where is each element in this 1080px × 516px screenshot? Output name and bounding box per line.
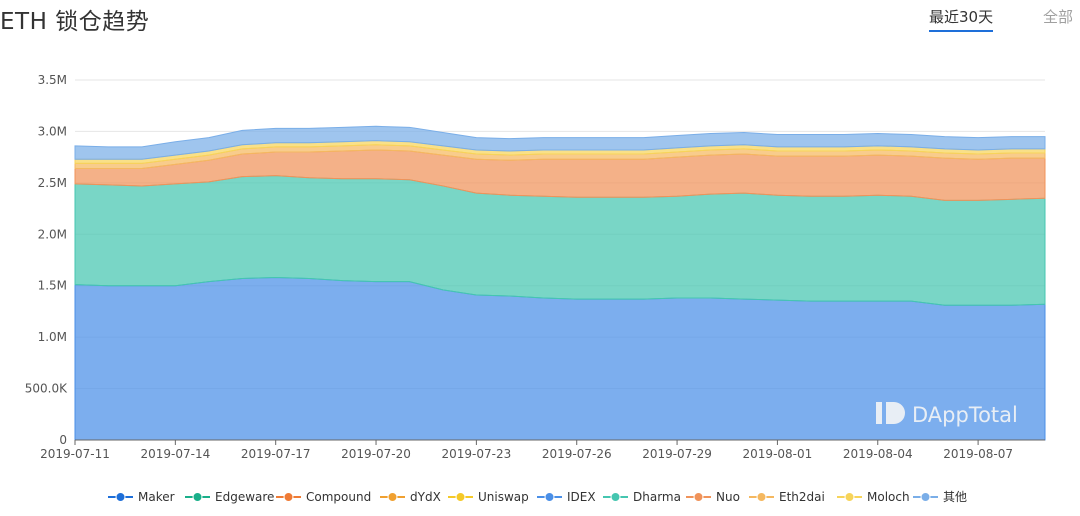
legend-marker — [544, 492, 555, 502]
y-tick-label: 2.5M — [38, 176, 67, 190]
y-axis: 0 500.0K 1.0M 1.5M 2.0M 2.5M 3.0M 3.5M — [25, 73, 68, 447]
tab-all[interactable]: 全部 — [1043, 8, 1074, 26]
x-tick-label: 2019-08-07 — [943, 447, 1013, 461]
legend-label: IDEX — [567, 490, 596, 504]
legend-item-Maker[interactable]: Maker — [108, 490, 175, 504]
legend-label: Dharma — [633, 490, 681, 504]
y-tick-label: 1.5M — [38, 279, 67, 293]
legend-marker — [920, 492, 931, 502]
legend-item-其他[interactable]: 其他 — [913, 490, 967, 504]
legend-label: Nuo — [716, 490, 740, 504]
legend-marker — [693, 492, 704, 502]
legend-item-IDEX[interactable]: IDEX — [537, 490, 596, 504]
legend-item-Moloch[interactable]: Moloch — [837, 490, 910, 504]
x-axis: 2019-07-11 2019-07-14 2019-07-17 2019-07-20… — [40, 439, 1045, 461]
x-tick-label: 2019-08-04 — [843, 447, 913, 461]
page-title: ETH 锁仓趋势 — [0, 9, 150, 35]
legend-label: Moloch — [867, 490, 910, 504]
legend-item-Eth2dai[interactable]: Eth2dai — [749, 490, 825, 504]
tab-last-30-days[interactable]: 最近30天 — [929, 8, 994, 32]
x-tick-label: 2019-07-29 — [642, 447, 712, 461]
legend-label: Compound — [306, 490, 371, 504]
x-tick-label: 2019-07-14 — [140, 447, 210, 461]
legend-label: Uniswap — [478, 490, 529, 504]
x-tick-label: 2019-07-17 — [241, 447, 311, 461]
watermark-logo-icon — [876, 402, 905, 424]
legend-item-dYdX[interactable]: dYdX — [380, 490, 441, 504]
y-tick-label: 3.5M — [38, 73, 67, 87]
legend-label: Eth2dai — [779, 490, 825, 504]
legend-marker — [192, 492, 203, 502]
chart-legend: Maker Edgeware Compound dYdX Uniswap IDEX Dhar… — [108, 490, 967, 504]
y-tick-label: 3.0M — [38, 124, 67, 138]
x-tick-label: 2019-07-23 — [442, 447, 512, 461]
area-series-其他[interactable] — [74, 125, 1046, 160]
legend-label: Maker — [138, 490, 175, 504]
legend-label: 其他 — [943, 490, 967, 504]
legend-item-Nuo[interactable]: Nuo — [686, 490, 740, 504]
legend-item-Edgeware[interactable]: Edgeware — [185, 490, 274, 504]
legend-marker — [387, 492, 398, 502]
legend-marker — [610, 492, 621, 502]
legend-label: dYdX — [410, 490, 441, 504]
x-tick-label: 2019-08-01 — [743, 447, 813, 461]
legend-marker — [455, 492, 466, 502]
x-tick-label: 2019-07-11 — [40, 447, 110, 461]
legend-label: Edgeware — [215, 490, 274, 504]
x-tick-label: 2019-07-26 — [542, 447, 612, 461]
legend-marker — [283, 492, 294, 502]
legend-marker — [115, 492, 126, 502]
watermark-text: DAppTotal — [912, 403, 1018, 427]
legend-marker — [756, 492, 767, 502]
y-tick-label: 1.0M — [38, 330, 67, 344]
y-tick-label: 0 — [59, 433, 67, 447]
legend-item-Dharma[interactable]: Dharma — [603, 490, 681, 504]
legend-item-Compound[interactable]: Compound — [276, 490, 371, 504]
y-tick-label: 2.0M — [38, 227, 67, 241]
watermark: DAppTotal — [876, 402, 1018, 427]
x-tick-label: 2019-07-20 — [341, 447, 411, 461]
legend-marker — [844, 492, 855, 502]
y-tick-label: 500.0K — [25, 382, 68, 396]
chart-areas — [74, 125, 1046, 441]
legend-item-Uniswap[interactable]: Uniswap — [448, 490, 529, 504]
